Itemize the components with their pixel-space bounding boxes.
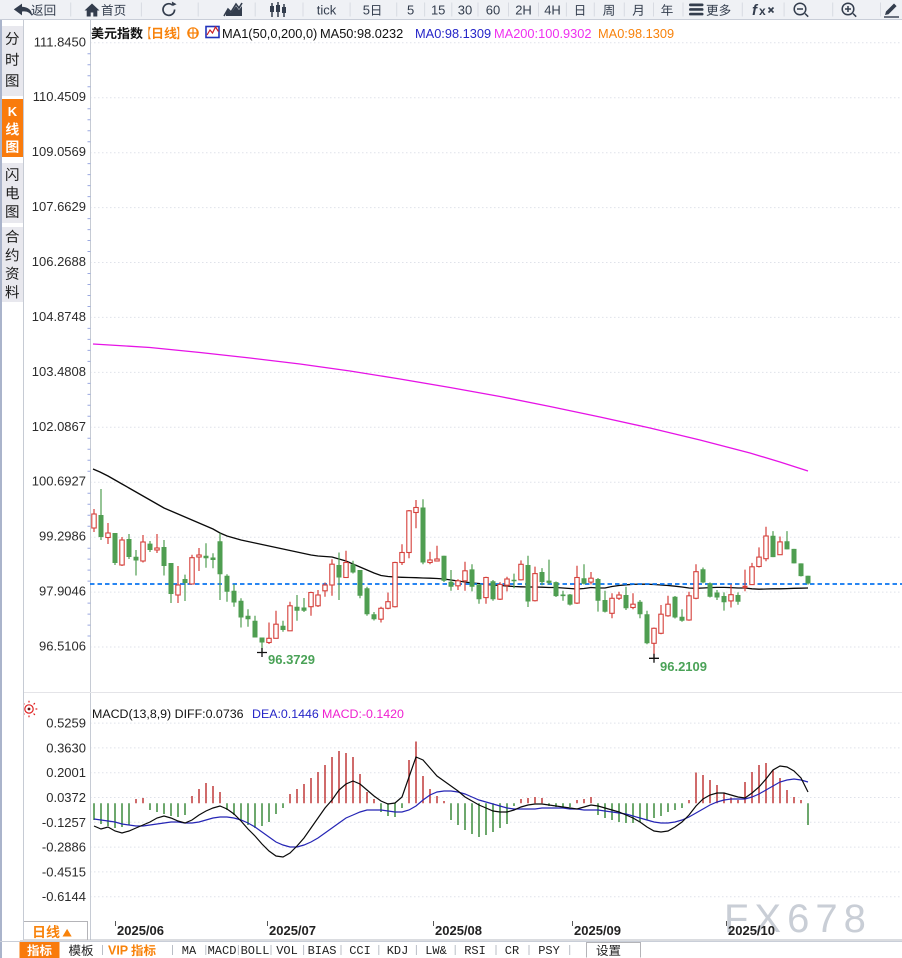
svg-text:MA50:98.0232: MA50:98.0232 bbox=[320, 26, 403, 41]
svg-text:15: 15 bbox=[431, 3, 445, 18]
svg-text:MACD: MACD bbox=[208, 944, 237, 958]
svg-text:110.4509: 110.4509 bbox=[33, 89, 86, 104]
svg-text:tick: tick bbox=[317, 3, 337, 18]
svg-text:BOLL: BOLL bbox=[241, 944, 270, 958]
svg-text:104.8748: 104.8748 bbox=[32, 309, 86, 324]
svg-text:f: f bbox=[752, 2, 759, 19]
svg-text:MA0:98.1309: MA0:98.1309 bbox=[415, 26, 491, 41]
svg-text:102.0867: 102.0867 bbox=[32, 419, 86, 434]
svg-text:100.6927: 100.6927 bbox=[32, 474, 86, 489]
svg-text:RSI: RSI bbox=[464, 944, 486, 958]
svg-text:DEA:0.1446: DEA:0.1446 bbox=[252, 707, 319, 721]
svg-text:BIAS: BIAS bbox=[308, 944, 337, 958]
svg-text:-0.4515: -0.4515 bbox=[42, 864, 86, 879]
svg-text:FX678: FX678 bbox=[724, 897, 872, 941]
svg-text:5: 5 bbox=[363, 3, 370, 18]
svg-text:2025/08: 2025/08 bbox=[435, 923, 482, 938]
svg-text:106.2688: 106.2688 bbox=[32, 254, 86, 269]
svg-text:CCI: CCI bbox=[349, 944, 371, 958]
svg-text:MACD:-0.1420: MACD:-0.1420 bbox=[322, 707, 404, 721]
svg-text:2025/09: 2025/09 bbox=[574, 923, 621, 938]
svg-text:0.3630: 0.3630 bbox=[46, 740, 86, 755]
svg-text:0.2001: 0.2001 bbox=[46, 765, 86, 780]
svg-text:96.5106: 96.5106 bbox=[39, 639, 86, 654]
svg-text:2025/07: 2025/07 bbox=[269, 923, 316, 938]
svg-text:MA: MA bbox=[182, 944, 197, 958]
svg-text:2025/10: 2025/10 bbox=[728, 923, 775, 938]
svg-text:-0.6144: -0.6144 bbox=[42, 889, 86, 904]
svg-text:4H: 4H bbox=[544, 3, 561, 18]
svg-text:MA1(50,0,200,0): MA1(50,0,200,0) bbox=[222, 26, 317, 41]
svg-text:x: x bbox=[759, 4, 766, 18]
svg-text:96.2109: 96.2109 bbox=[660, 659, 707, 674]
svg-text:KDJ: KDJ bbox=[387, 944, 409, 958]
svg-text:VOL: VOL bbox=[276, 944, 298, 958]
svg-text:-0.1257: -0.1257 bbox=[42, 815, 86, 830]
svg-text:VIP: VIP bbox=[108, 944, 128, 958]
svg-text:103.4808: 103.4808 bbox=[32, 364, 86, 379]
svg-text:-0.2886: -0.2886 bbox=[42, 840, 86, 855]
svg-text:107.6629: 107.6629 bbox=[32, 199, 86, 214]
svg-text:109.0569: 109.0569 bbox=[32, 144, 86, 159]
svg-text:99.2986: 99.2986 bbox=[39, 529, 86, 544]
svg-text:96.3729: 96.3729 bbox=[268, 652, 315, 667]
svg-text:PSY: PSY bbox=[538, 944, 560, 958]
svg-text:CR: CR bbox=[505, 944, 519, 958]
svg-text:5: 5 bbox=[407, 3, 414, 18]
svg-text:MA0:98.1309: MA0:98.1309 bbox=[598, 26, 674, 41]
svg-text:2025/06: 2025/06 bbox=[117, 923, 164, 938]
svg-text:0.0372: 0.0372 bbox=[46, 790, 86, 805]
svg-text:60: 60 bbox=[486, 3, 500, 18]
svg-text:97.9046: 97.9046 bbox=[39, 584, 86, 599]
svg-text:K: K bbox=[8, 104, 18, 119]
svg-text:111.8450: 111.8450 bbox=[34, 34, 86, 49]
svg-text:2H: 2H bbox=[515, 3, 532, 18]
svg-text:30: 30 bbox=[458, 3, 472, 18]
svg-text:MA200:100.9302: MA200:100.9302 bbox=[494, 26, 591, 41]
svg-text:LW&: LW& bbox=[425, 944, 447, 958]
svg-text:MACD(13,8,9) DIFF:0.0736: MACD(13,8,9) DIFF:0.0736 bbox=[92, 707, 244, 721]
svg-text:0.5259: 0.5259 bbox=[46, 716, 86, 731]
